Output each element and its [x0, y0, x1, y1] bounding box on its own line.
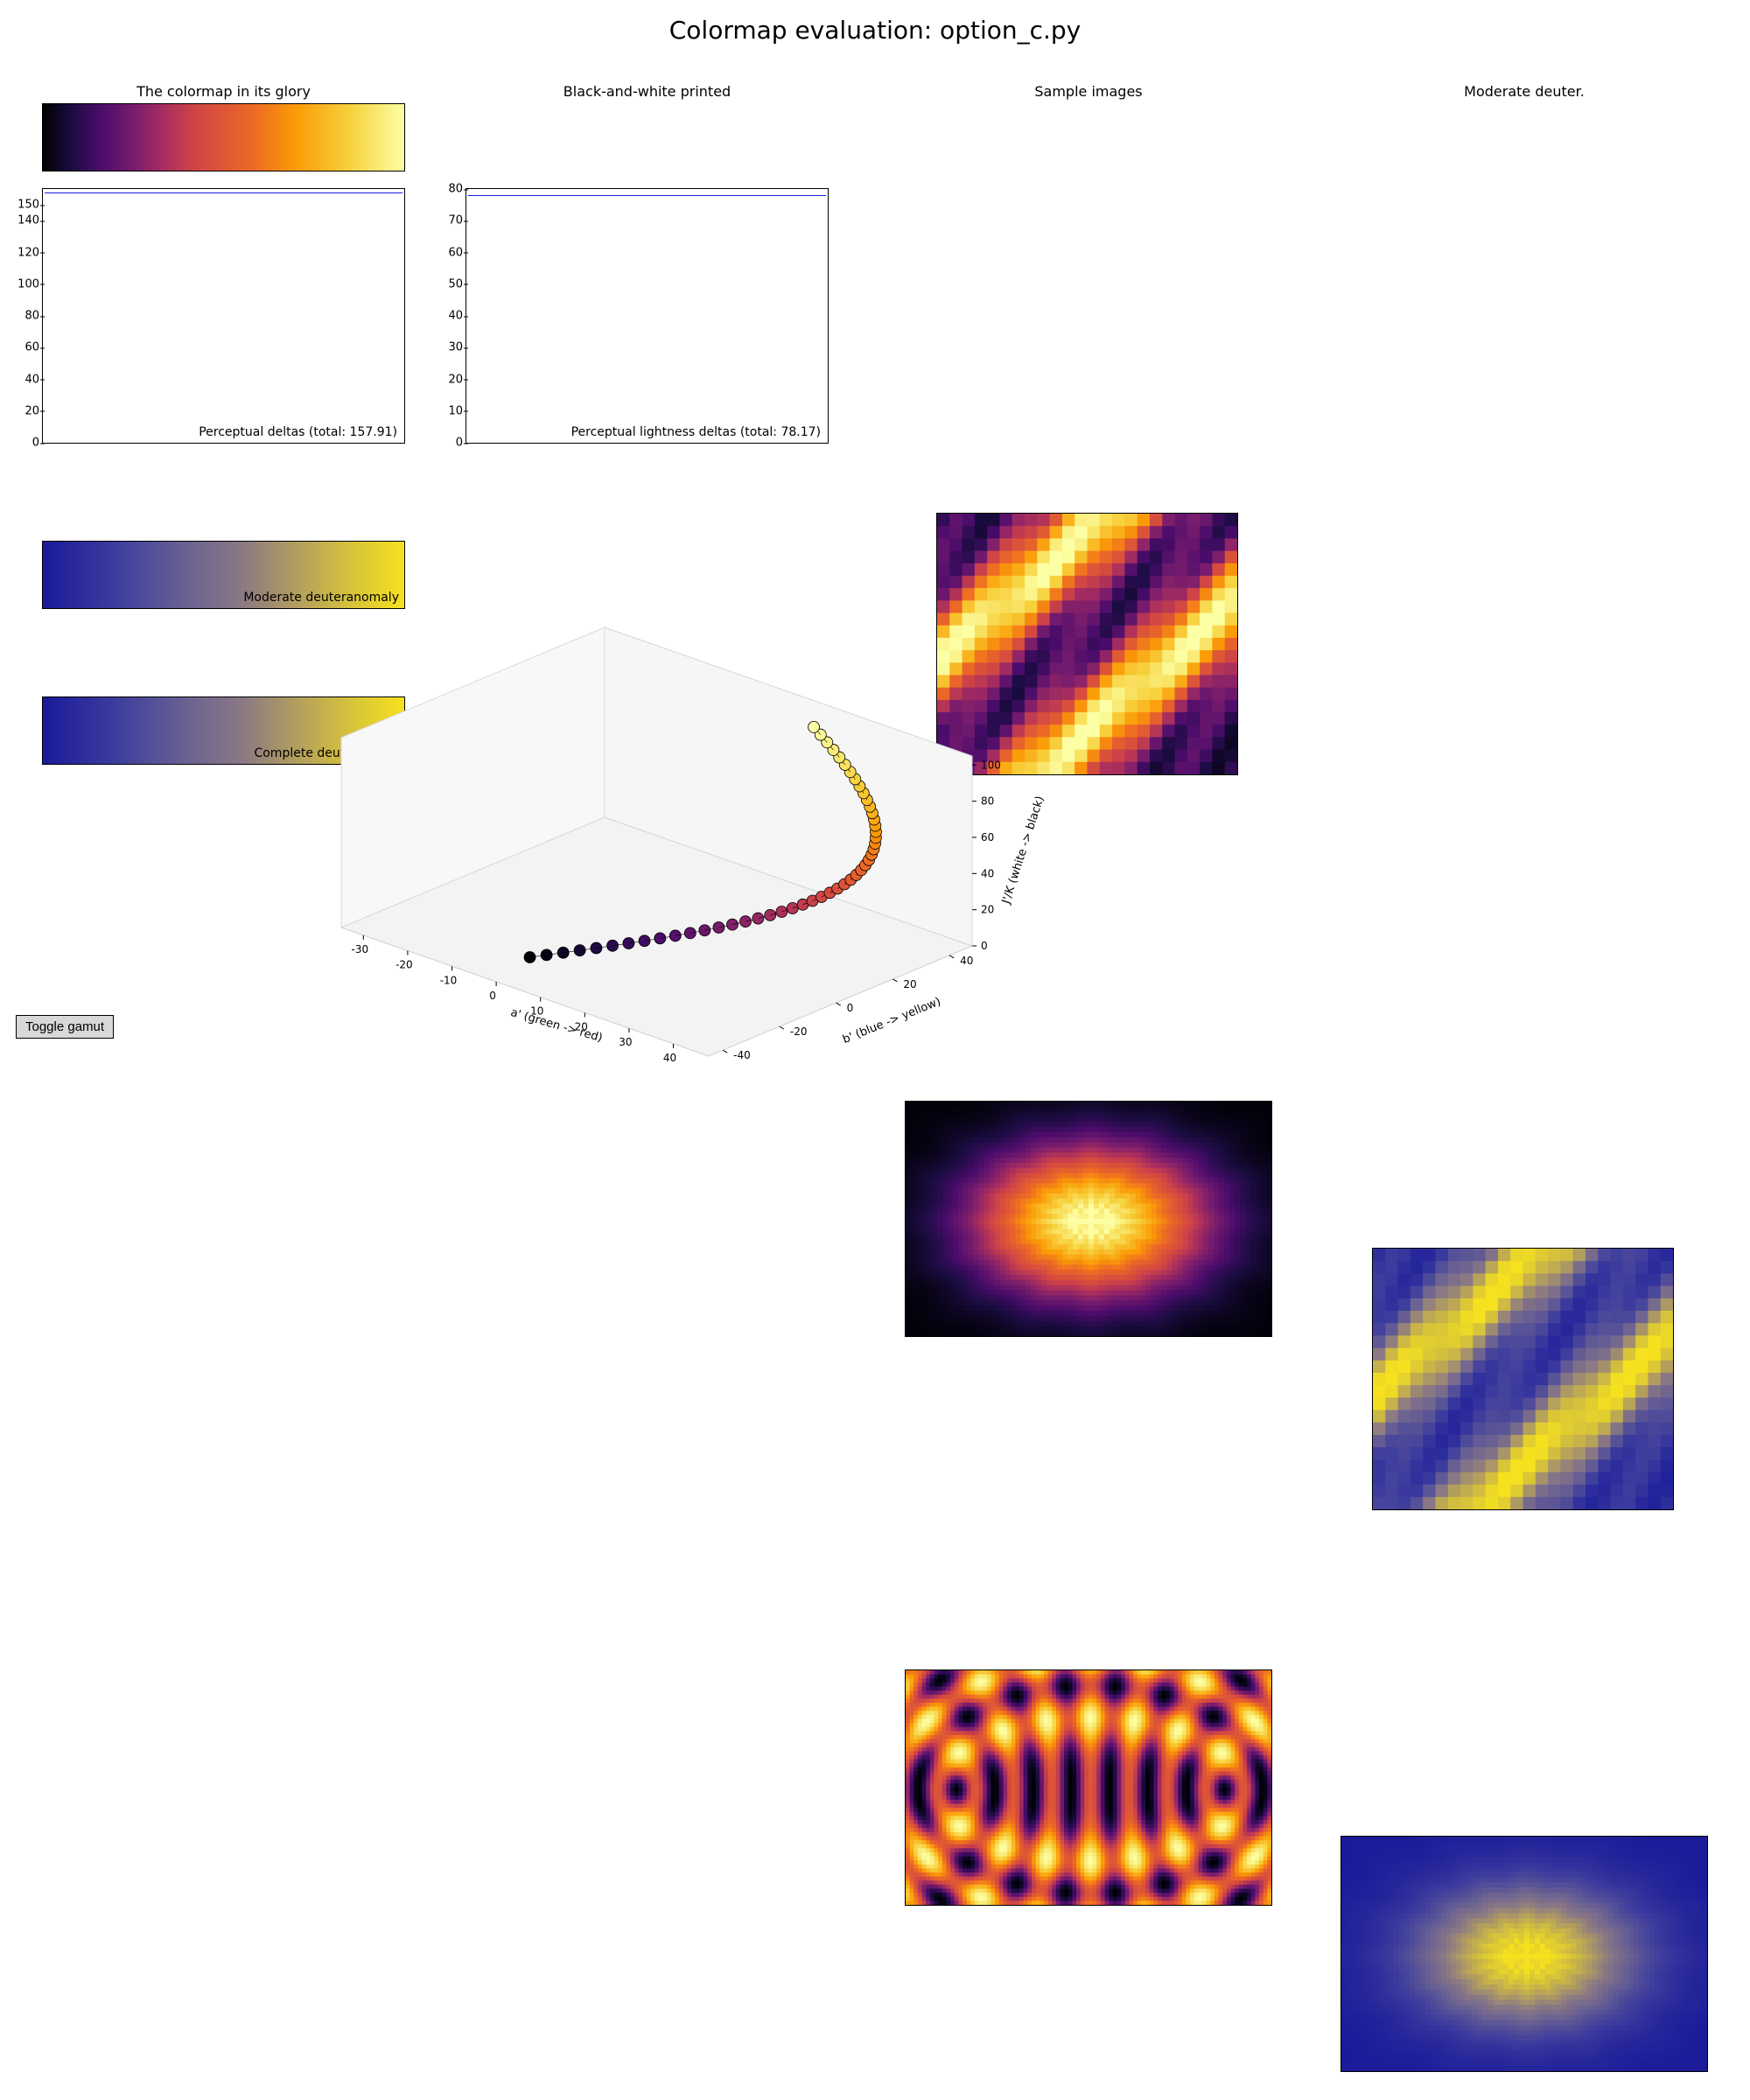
sample-image-deuter-1	[1372, 1248, 1674, 1510]
sample-image-2	[905, 1101, 1272, 1337]
y-axis-tick: 150	[10, 199, 39, 212]
delta1-label: Perceptual deltas (total: 157.91)	[199, 425, 397, 439]
y-axis-tick: 50	[433, 277, 463, 290]
col3: Sample images	[905, 83, 1272, 100]
col1-title: The colormap in its glory	[42, 83, 405, 100]
y-axis-tick: 60	[10, 341, 39, 354]
y-axis-tick: 10	[433, 404, 463, 417]
sample-image-3	[905, 1670, 1272, 1906]
page-title: Colormap evaluation: option_c.py	[0, 16, 1750, 45]
col3-title: Sample images	[905, 83, 1272, 100]
col2: Black-and-white printed	[466, 83, 829, 100]
sim-strip-deuteranomaly: Moderate deuteranomaly	[42, 541, 405, 609]
perceptual-delta-plot-1: Perceptual deltas (total: 157.91) 020406…	[42, 188, 405, 444]
sample-image-deuter-2	[1340, 1836, 1708, 2072]
delta-line	[45, 192, 402, 193]
delta-line	[468, 195, 826, 196]
y-axis-tick: 0	[433, 437, 463, 450]
y-axis-tick: 0	[10, 437, 39, 450]
y-axis-tick: 40	[433, 310, 463, 323]
y-axis-tick: 80	[433, 183, 463, 196]
y-axis-tick: 70	[433, 214, 463, 228]
perceptual-delta-plot-2: Perceptual lightness deltas (total: 78.1…	[466, 188, 829, 444]
y-axis-tick: 20	[433, 373, 463, 386]
delta2-label: Perceptual lightness deltas (total: 78.1…	[571, 425, 821, 439]
sample-image-1	[936, 513, 1238, 775]
col1: The colormap in its glory	[42, 83, 405, 100]
y-axis-tick: 30	[433, 341, 463, 354]
y-axis-tick: 120	[10, 246, 39, 259]
y-axis-tick: 40	[10, 373, 39, 386]
y-axis-tick: 60	[433, 246, 463, 259]
y-axis-tick: 20	[10, 404, 39, 417]
col2-title: Black-and-white printed	[466, 83, 829, 100]
y-axis-tick: 140	[10, 214, 39, 228]
colorspace-3d-plot: -30-20-10010203040-40-200204002040608010…	[114, 665, 779, 1015]
sim-label: Moderate deuteranomaly	[243, 591, 399, 605]
y-axis-tick: 100	[10, 277, 39, 290]
y-axis-tick: 80	[10, 310, 39, 323]
col4: Moderate deuter.	[1340, 83, 1708, 100]
col4-title: Moderate deuter.	[1340, 83, 1708, 100]
colormap-strip-glory	[42, 103, 405, 172]
toggle-gamut-button[interactable]: Toggle gamut	[16, 1015, 114, 1039]
